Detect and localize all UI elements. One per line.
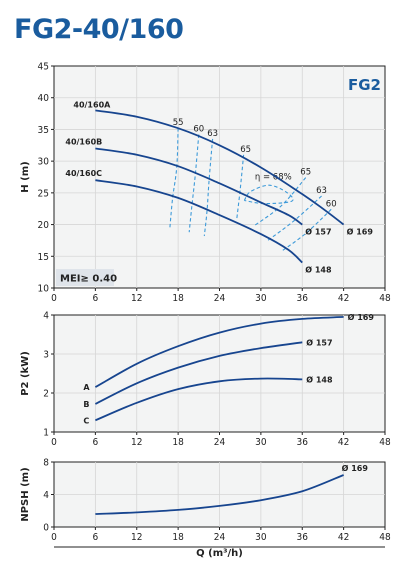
series-name-label: B bbox=[83, 400, 89, 409]
y-tick-label: 2 bbox=[43, 389, 49, 400]
series-end-label: Ø 169 bbox=[342, 463, 369, 473]
series-name-label: 40/160B bbox=[65, 137, 102, 146]
y-tick-label: 45 bbox=[38, 62, 49, 73]
efficiency-label: η = 68% bbox=[255, 172, 292, 182]
annotation-box bbox=[56, 269, 114, 286]
x-tick-label: 12 bbox=[131, 293, 142, 304]
x-tick-label: 18 bbox=[172, 293, 184, 304]
y-axis-label: NPSH (m) bbox=[20, 467, 31, 521]
series-end-label: Ø 169 bbox=[348, 312, 375, 322]
x-tick-label: 36 bbox=[297, 437, 309, 448]
y-tick-label: 40 bbox=[38, 93, 50, 104]
series-name-label: C bbox=[83, 416, 89, 425]
efficiency-curve bbox=[253, 177, 307, 227]
x-tick-label: 42 bbox=[338, 437, 349, 448]
y-tick-label: 30 bbox=[38, 157, 50, 168]
x-tick-label: 30 bbox=[255, 437, 267, 448]
x-tick-label: 18 bbox=[172, 532, 184, 543]
x-tick-label: 6 bbox=[93, 437, 99, 448]
efficiency-label: 65 bbox=[300, 168, 311, 178]
y-tick-label: 35 bbox=[38, 125, 49, 136]
y-tick-label: 1 bbox=[43, 428, 49, 439]
x-tick-label: 36 bbox=[297, 293, 309, 304]
y-axis-label: H (m) bbox=[20, 161, 31, 192]
series-line bbox=[95, 341, 303, 405]
efficiency-label: 65 bbox=[240, 145, 251, 155]
x-tick-label: 18 bbox=[172, 437, 184, 448]
y-tick-label: 20 bbox=[38, 220, 50, 231]
series-line bbox=[94, 316, 344, 388]
efficiency-curve bbox=[267, 195, 322, 241]
chart-title: FG2-40/160 bbox=[14, 14, 184, 45]
series-end-label: Ø 148 bbox=[306, 374, 333, 384]
x-tick-label: 24 bbox=[214, 293, 226, 304]
x-tick-label: 48 bbox=[379, 532, 391, 543]
y-axis-label: P2 (kW) bbox=[20, 351, 31, 396]
series-line bbox=[95, 179, 303, 264]
x-tick-label: 30 bbox=[255, 293, 267, 304]
series-end-label: Ø 169 bbox=[347, 227, 374, 237]
y-tick-label: 25 bbox=[38, 188, 49, 199]
series-end-label: Ø 157 bbox=[305, 227, 331, 237]
y-tick-label: 8 bbox=[43, 458, 49, 469]
y-tick-label: 15 bbox=[38, 252, 49, 263]
series-line bbox=[95, 377, 303, 422]
x-tick-label: 0 bbox=[51, 437, 57, 448]
x-tick-label: 6 bbox=[93, 532, 99, 543]
efficiency-curve bbox=[169, 128, 179, 228]
efficiency-label: 63 bbox=[316, 186, 327, 196]
x-tick-label: 30 bbox=[255, 532, 267, 543]
series-line bbox=[95, 109, 345, 226]
x-tick-label: 6 bbox=[93, 293, 99, 304]
y-tick-label: 3 bbox=[43, 350, 49, 361]
series-end-label: Ø 157 bbox=[306, 337, 332, 347]
efficiency-label: 60 bbox=[326, 199, 337, 209]
x-tick-label: 0 bbox=[51, 532, 57, 543]
y-tick-label: 4 bbox=[43, 311, 49, 322]
series-end-label: Ø 148 bbox=[305, 265, 332, 275]
series-line bbox=[95, 474, 344, 515]
mei-annotation: MEI≥ 0.40 bbox=[60, 274, 117, 285]
panel-label: FG2 bbox=[348, 76, 381, 94]
efficiency-curve bbox=[281, 208, 332, 252]
efficiency-curve bbox=[203, 138, 214, 237]
x-tick-label: 24 bbox=[214, 437, 226, 448]
efficiency-curve bbox=[243, 184, 294, 205]
y-tick-label: 0 bbox=[43, 523, 49, 534]
x-tick-label: 12 bbox=[131, 437, 142, 448]
x-tick-label: 24 bbox=[214, 532, 226, 543]
series-name-label: 40/160C bbox=[65, 169, 102, 178]
x-tick-label: 48 bbox=[379, 437, 391, 448]
x-tick-label: 48 bbox=[379, 293, 391, 304]
series-name-label: A bbox=[83, 383, 90, 392]
x-tick-label: 42 bbox=[338, 293, 349, 304]
efficiency-curve bbox=[188, 134, 200, 233]
y-tick-label: 10 bbox=[38, 284, 50, 295]
efficiency-label: 55 bbox=[173, 118, 184, 128]
x-tick-label: 36 bbox=[297, 532, 309, 543]
x-tick-label: 12 bbox=[131, 532, 142, 543]
efficiency-label: 60 bbox=[193, 125, 204, 135]
efficiency-label: 63 bbox=[207, 129, 218, 139]
series-line bbox=[95, 147, 303, 226]
efficiency-curve bbox=[236, 154, 245, 220]
y-tick-label: 4 bbox=[43, 490, 49, 501]
x-tick-label: 0 bbox=[51, 293, 57, 304]
x-tick-label: 42 bbox=[338, 532, 349, 543]
series-name-label: 40/160A bbox=[73, 100, 111, 109]
x-axis-label: Q (m³/h) bbox=[196, 548, 243, 559]
